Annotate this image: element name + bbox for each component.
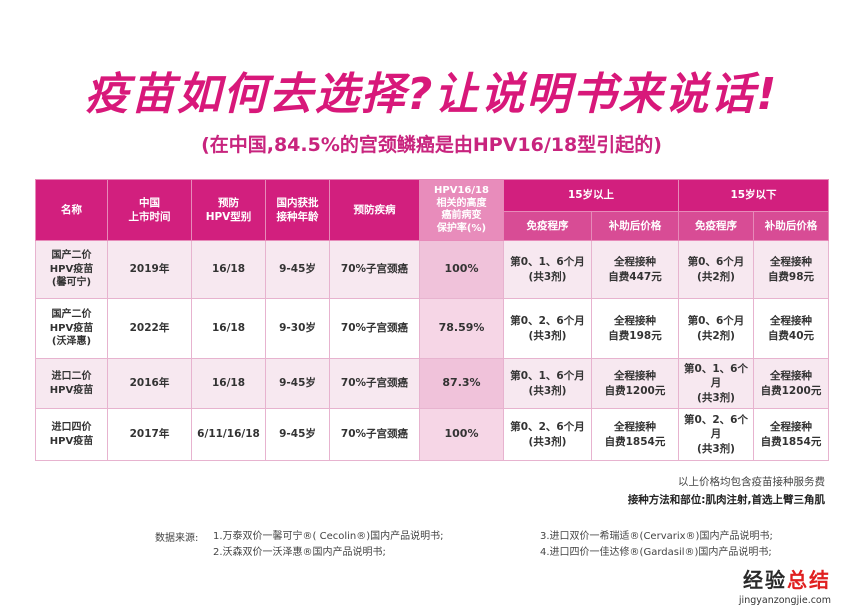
table-row: 进口二价 HPV疫苗 2016年 16/18 9-45岁 70%子宫颈癌 87.… (35, 358, 829, 409)
cell-under15-price: 全程接种 自费98元 (753, 240, 829, 299)
page-title: 疫苗如何去选择?让说明书来说话! (84, 69, 779, 120)
page-subtitle: (在中国,84.5%的宫颈鳞癌是由HPV16/18型引起的) (201, 134, 662, 156)
cell-under15-price: 全程接种 自费40元 (753, 298, 829, 359)
header-age: 国内获批 接种年龄 (265, 179, 330, 241)
watermark-accent-text: 总结 (787, 568, 831, 592)
cell-age: 9-30岁 (265, 298, 330, 359)
site-watermark: 经验总结 jingyanzongjie.com (711, 564, 831, 606)
cell-under15-price: 全程接种 自费1200元 (753, 358, 829, 409)
cell-under15-schedule: 第0、6个月 (共2剂) (678, 298, 754, 359)
cell-protection: 100% (419, 240, 504, 299)
cell-under15-schedule: 第0、1、6个月 (共3剂) (678, 358, 754, 409)
cell-hpv-type: 16/18 (191, 298, 266, 359)
cell-hpv-type: 16/18 (191, 240, 266, 299)
cell-age: 9-45岁 (265, 408, 330, 461)
header-under15: 15岁以下 (678, 179, 829, 212)
header-under15-schedule: 免疫程序 (678, 211, 754, 241)
sources-label: 数据来源: (155, 533, 199, 544)
header-over15-schedule: 免疫程序 (503, 211, 592, 241)
cell-name: 国产二价 HPV疫苗 (馨可宁) (35, 240, 108, 299)
cell-disease: 70%子宫颈癌 (329, 358, 420, 409)
header-launch: 中国 上市时间 (107, 179, 192, 241)
watermark-url: jingyanzongjie.com (738, 595, 831, 606)
table-row: 国产二价 HPV疫苗 (沃泽惠) 2022年 16/18 9-30岁 70%子宫… (35, 298, 829, 359)
cell-over15-price: 全程接种 自费1200元 (591, 358, 679, 409)
cell-age: 9-45岁 (265, 240, 330, 299)
watermark-text: 经验 (743, 568, 787, 592)
cell-protection: 78.59% (419, 298, 504, 359)
header-over15-price: 补助后价格 (591, 211, 679, 241)
cell-disease: 70%子宫颈癌 (329, 408, 420, 461)
source-item: 2.沃森双价一沃泽惠®国内产品说明书; (213, 547, 386, 558)
price-note: 以上价格均包含疫苗接种服务费 (678, 476, 825, 488)
cell-launch: 2022年 (107, 298, 192, 359)
cell-age: 9-45岁 (265, 358, 330, 409)
table-row: 进口四价 HPV疫苗 2017年 6/11/16/18 9-45岁 70%子宫颈… (35, 408, 829, 461)
cell-under15-schedule: 第0、2、6个月 (共3剂) (678, 408, 754, 461)
cell-launch: 2017年 (107, 408, 192, 461)
cell-disease: 70%子宫颈癌 (329, 298, 420, 359)
cell-name: 进口二价 HPV疫苗 (35, 358, 108, 409)
cell-over15-schedule: 第0、2、6个月 (共3剂) (503, 408, 592, 461)
cell-under15-schedule: 第0、6个月 (共2剂) (678, 240, 754, 299)
cell-over15-price: 全程接种 自费1854元 (591, 408, 679, 461)
cell-name: 国产二价 HPV疫苗 (沃泽惠) (35, 298, 108, 359)
cell-launch: 2016年 (107, 358, 192, 409)
hpv-vaccine-table: 名称 中国 上市时间 预防 HPV型别 国内获批 接种年龄 预防疾病 HPV16… (35, 179, 829, 461)
cell-over15-schedule: 第0、1、6个月 (共3剂) (503, 240, 592, 299)
cell-under15-price: 全程接种 自费1854元 (753, 408, 829, 461)
header-disease: 预防疾病 (329, 179, 420, 241)
header-under15-price: 补助后价格 (753, 211, 829, 241)
method-note: 接种方法和部位:肌肉注射,首选上臂三角肌 (627, 494, 825, 506)
header-over15: 15岁以上 (503, 179, 679, 212)
cell-over15-schedule: 第0、1、6个月 (共3剂) (503, 358, 592, 409)
cell-protection: 100% (419, 408, 504, 461)
cell-launch: 2019年 (107, 240, 192, 299)
header-name: 名称 (35, 179, 108, 241)
header-hpv-type: 预防 HPV型别 (191, 179, 266, 241)
source-item: 3.进口双价一希瑞适®(Cervarix®)国内产品说明书; (540, 531, 773, 542)
cell-over15-schedule: 第0、2、6个月 (共3剂) (503, 298, 592, 359)
cell-over15-price: 全程接种 自费447元 (591, 240, 679, 299)
cell-hpv-type: 6/11/16/18 (191, 408, 266, 461)
source-item: 4.进口四价一佳达修®(Gardasil®)国内产品说明书; (540, 547, 772, 558)
cell-over15-price: 全程接种 自费198元 (591, 298, 679, 359)
cell-disease: 70%子宫颈癌 (329, 240, 420, 299)
header-protection: HPV16/18 相关的高度 癌前病变 保护率(%) (419, 179, 504, 241)
table-row: 国产二价 HPV疫苗 (馨可宁) 2019年 16/18 9-45岁 70%子宫… (35, 240, 829, 299)
cell-hpv-type: 16/18 (191, 358, 266, 409)
cell-protection: 87.3% (419, 358, 504, 409)
source-item: 1.万泰双价一馨可宁®( Cecolin®)国内产品说明书; (213, 531, 444, 542)
cell-name: 进口四价 HPV疫苗 (35, 408, 108, 461)
